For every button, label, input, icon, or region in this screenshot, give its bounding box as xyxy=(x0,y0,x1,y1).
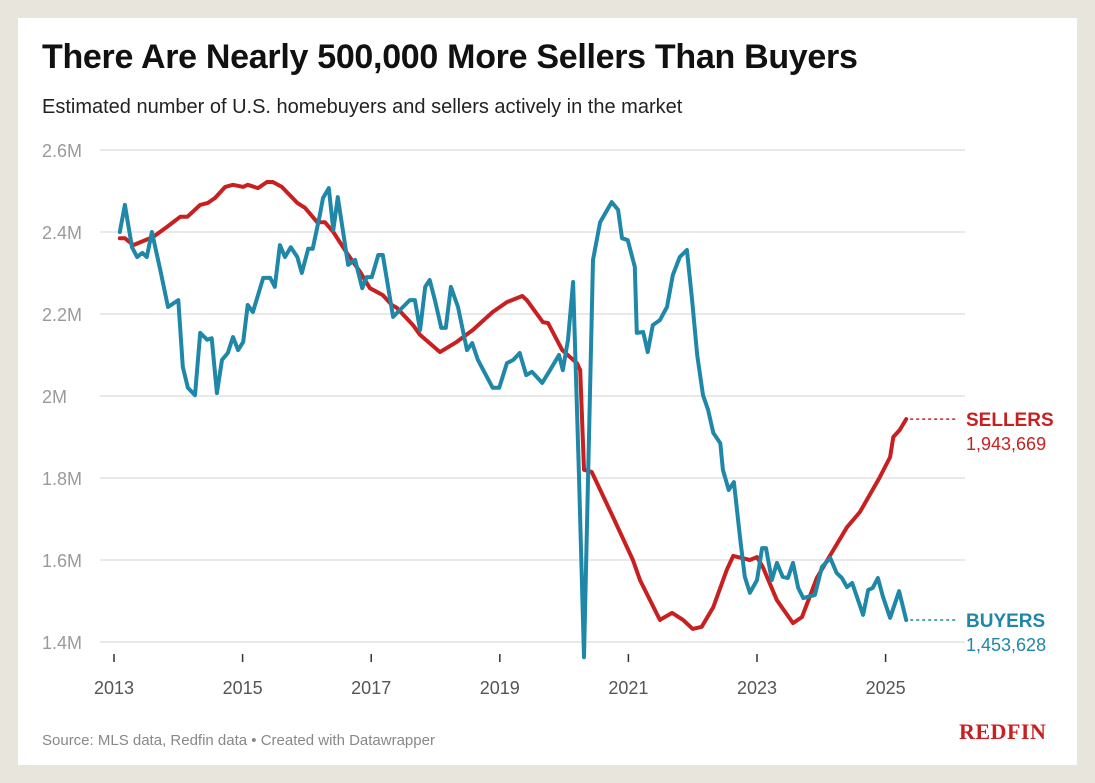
chart-title: There Are Nearly 500,000 More Sellers Th… xyxy=(42,38,858,76)
sellers-label: SELLERS xyxy=(966,410,1054,431)
x-tick-label: 2023 xyxy=(737,678,777,698)
buyers-value-label: 1,453,628 xyxy=(966,635,1046,655)
x-tick-label: 2025 xyxy=(866,678,906,698)
buyers-label: BUYERS xyxy=(966,611,1045,632)
x-tick-label: 2021 xyxy=(608,678,648,698)
source-note: Source: MLS data, Redfin data • Created … xyxy=(42,732,435,749)
y-tick-label: 1.6M xyxy=(42,551,82,571)
y-tick-label: 1.8M xyxy=(42,469,82,489)
sellers-value-label: 1,943,669 xyxy=(966,434,1046,454)
sellers-line xyxy=(117,180,909,631)
redfin-logo: REDFIN xyxy=(959,719,1047,744)
y-tick-label: 2.2M xyxy=(42,305,82,325)
chart-subtitle: Estimated number of U.S. homebuyers and … xyxy=(42,96,683,118)
buyers-line xyxy=(117,186,909,660)
y-tick-label: 2.4M xyxy=(42,223,82,243)
y-tick-label: 2.6M xyxy=(42,141,82,161)
x-tick-label: 2013 xyxy=(94,678,134,698)
y-tick-label: 1.4M xyxy=(42,633,82,653)
y-tick-label: 2M xyxy=(42,387,67,407)
x-tick-label: 2019 xyxy=(480,678,520,698)
x-tick-label: 2015 xyxy=(223,678,263,698)
x-tick-label: 2017 xyxy=(351,678,391,698)
